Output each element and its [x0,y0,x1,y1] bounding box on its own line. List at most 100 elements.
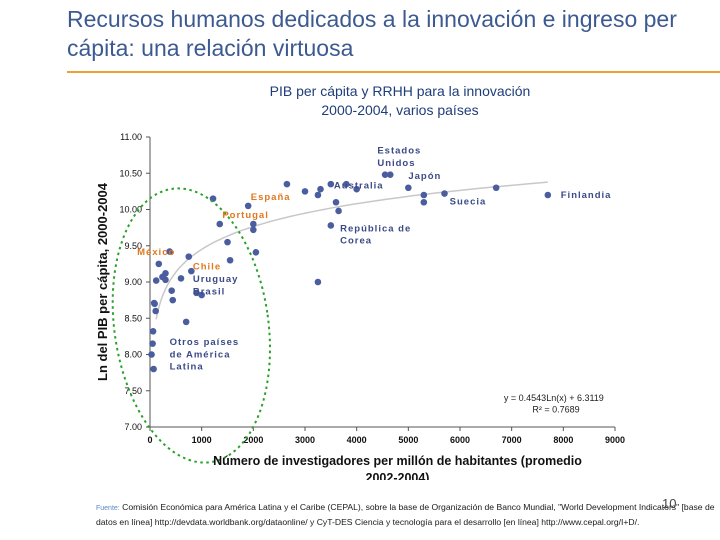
slide-title: Recursos humanos dedicados a la innovaci… [67,6,677,61]
y-tick-label: 8.00 [124,350,142,360]
y-tick-label: 11.00 [120,132,142,142]
x-tick-label: 1000 [192,435,212,445]
data-point [244,202,252,210]
data-point [386,171,394,178]
title-divider [67,71,720,73]
data-point [492,184,500,192]
y-tick-label: 8.50 [124,313,142,323]
y-tick-label: 7.50 [124,386,142,396]
chart-title: PIB per cápita y RRHH para la innovación… [200,82,600,120]
data-point [283,180,291,188]
data-point [162,276,169,284]
data-point [152,307,159,315]
label-suecia: Suecia [450,196,487,207]
x-tick-label: 9000 [605,435,625,445]
data-point [182,318,190,326]
page-number: 10 [662,496,677,511]
x-tick-label: 6000 [450,435,470,445]
label-uruguay: Uruguay [193,274,239,285]
x-tick-label: 3000 [295,435,315,445]
y-tick-label: 10.50 [119,168,142,178]
label-otros1: Otros países [170,337,240,348]
data-point [150,365,157,373]
x-tick-label: 0 [147,435,152,445]
label-usa2: Unidos [377,158,415,169]
trend-equation: y = 0.4543Ln(x) + 6.3119 [504,393,604,403]
data-point [544,191,552,199]
y-tick-label: 10.00 [119,205,142,215]
x-tick-label: 2000 [243,435,263,445]
data-point [166,248,173,255]
x-axis-label-line-2: 2002-2004) [366,471,430,480]
data-points [148,171,552,373]
x-tick-label: 7000 [502,435,522,445]
x-tick-label: 4000 [347,435,367,445]
data-point [226,256,234,264]
x-axis-label-line-1: Número de investigadores per millón de h… [213,454,582,468]
label-chile: Chile [193,262,221,273]
x-axis-ticks: 0 1000 2000 3000 4000 5000 6000 7000 8000 9000 [147,427,625,445]
r-squared: R² = 0.7689 [532,405,579,415]
y-axis-ticks: 7.00 7.50 8.00 8.50 9.00 9.50 10.00 10.50 11.00 [119,132,150,432]
data-point [185,253,193,260]
data-point [216,220,224,228]
data-point [250,220,257,228]
scatter-chart: 7.007.508.008.509.009.5010.0010.5011.00 … [95,132,625,480]
source-label: Fuente: [96,505,120,512]
data-point [155,260,163,268]
chart-title-line-1: PIB per cápita y RRHH para la innovación [269,83,531,99]
data-point [151,300,158,308]
source-text: Comisión Económica para América Latina y… [96,502,715,527]
data-point [193,289,200,297]
label-espana: España [251,192,291,203]
label-mexico: México [137,247,175,258]
data-point [327,222,335,229]
data-point [353,185,360,193]
data-point [405,184,412,192]
data-point [198,291,205,299]
label-otros3: Latina [170,362,204,373]
data-point [314,191,322,199]
x-tick-label: 5000 [398,435,418,445]
data-point [224,238,231,246]
y-tick-label: 9.00 [124,277,142,287]
data-point [317,185,324,193]
y-tick-label: 7.00 [124,422,142,432]
x-tick-label: 8000 [553,435,573,445]
data-point [332,198,340,206]
data-point [327,180,335,188]
label-corea1: República de [340,223,411,234]
label-portugal: Portugal [222,210,269,221]
data-point [152,277,160,284]
data-point [335,207,342,215]
y-tick-label: 9.50 [124,241,142,251]
data-point [420,191,428,199]
label-finlandia: Finlandia [561,190,612,201]
label-japon: Japón [408,171,441,182]
data-point [301,188,309,195]
label-usa1: Estados [377,146,421,157]
label-australia: Australia [334,180,384,191]
data-point [441,190,448,197]
data-point [188,267,195,275]
data-point [169,296,177,304]
label-corea2: Corea [340,236,372,247]
trend-line [155,181,548,320]
data-point [252,248,260,256]
data-point [420,198,428,206]
data-point [162,270,169,277]
y-axis-label: Ln del PIB per cápita, 2000-2004 [95,182,110,381]
chart-title-line-2: 2000-2004, varios países [321,102,479,118]
data-point [149,340,156,347]
data-point [343,180,350,188]
data-point [381,171,389,178]
label-brasil: Brasil [193,286,225,297]
source-note: Fuente: Comisión Económica para América … [96,501,718,528]
data-point [177,275,185,282]
label-otros2: de América [170,349,231,360]
data-point [314,278,322,286]
data-point [148,351,155,358]
data-point [149,328,157,335]
data-point [250,226,257,234]
